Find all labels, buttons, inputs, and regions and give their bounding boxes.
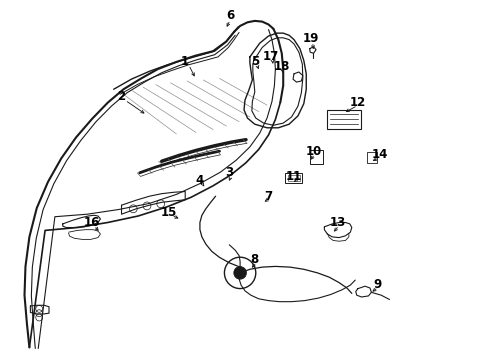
Circle shape: [224, 257, 256, 289]
Text: 13: 13: [330, 216, 346, 229]
Text: 19: 19: [303, 32, 319, 45]
Bar: [310, 150, 323, 164]
Text: 14: 14: [371, 148, 388, 161]
Bar: [367, 152, 377, 163]
Text: 9: 9: [373, 278, 381, 291]
Text: 11: 11: [286, 170, 302, 183]
Text: 5: 5: [251, 55, 259, 68]
Bar: [327, 110, 361, 129]
Text: 15: 15: [161, 206, 177, 219]
Text: 7: 7: [265, 190, 272, 203]
Text: 8: 8: [251, 253, 259, 266]
Text: 6: 6: [226, 9, 234, 22]
Text: 18: 18: [274, 60, 291, 73]
Bar: [288, 175, 300, 181]
Text: 10: 10: [305, 145, 322, 158]
Text: 4: 4: [196, 174, 204, 186]
Circle shape: [234, 267, 246, 279]
Text: 12: 12: [349, 96, 366, 109]
Text: 1: 1: [181, 55, 189, 68]
Bar: [285, 173, 302, 183]
Text: 2: 2: [118, 90, 125, 103]
Text: 16: 16: [84, 216, 100, 229]
Text: 3: 3: [225, 166, 233, 179]
Text: 17: 17: [263, 50, 279, 63]
